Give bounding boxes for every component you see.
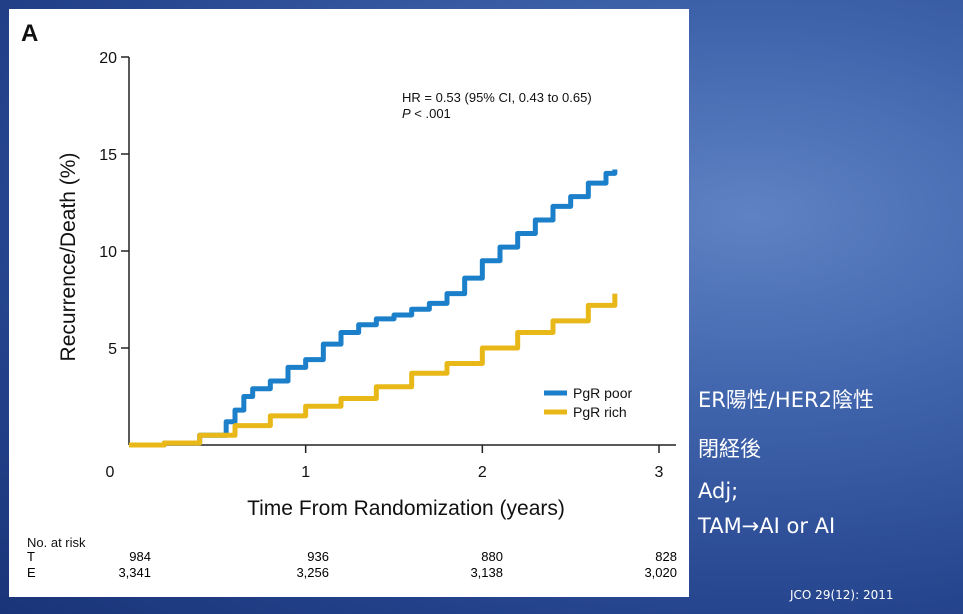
- y-tick-label: 15: [99, 147, 117, 164]
- hr-annotation: HR = 0.53 (95% CI, 0.43 to 0.65): [402, 90, 592, 105]
- risk-value: 936: [307, 549, 329, 564]
- x-axis-label: Time From Randomization (years): [247, 497, 565, 520]
- citation: JCO 29(12): 2011: [790, 588, 894, 602]
- risk-value: 3,256: [296, 565, 329, 580]
- risk-row-label: T: [27, 549, 35, 564]
- chart-figure: A Recurrence/Death (%) Time From Randomi…: [9, 9, 689, 597]
- legend-label: PgR rich: [573, 404, 627, 420]
- risk-table-title: No. at risk: [27, 535, 86, 550]
- p-value-annotation: P < .001: [402, 106, 451, 121]
- risk-value: 984: [129, 549, 151, 564]
- side-text-line-1: ER陽性/HER2陰性: [698, 388, 874, 412]
- survival-chart: A Recurrence/Death (%) Time From Randomi…: [21, 20, 676, 520]
- side-text-line-4: TAM→AI or AI: [698, 514, 836, 538]
- series-line-pgr-poor: [129, 169, 618, 448]
- y-tick-label: 20: [99, 50, 117, 67]
- p-label: P: [402, 106, 411, 121]
- y-tick-label: 5: [108, 341, 117, 358]
- series-layer: [129, 169, 618, 448]
- risk-value: 828: [655, 549, 677, 564]
- x-tick-label: 3: [655, 464, 664, 481]
- y-tick-label: 10: [99, 244, 117, 261]
- p-value: < .001: [411, 106, 451, 121]
- risk-row-e: E 3,341 3,256 3,138 3,020: [27, 565, 687, 581]
- x-tick-label: 0: [106, 464, 115, 481]
- series-line-pgr-rich: [129, 293, 618, 448]
- risk-value: 3,341: [118, 565, 151, 580]
- risk-value: 880: [481, 549, 503, 564]
- risk-value: 3,138: [470, 565, 503, 580]
- legend: PgR poor PgR rich: [544, 385, 632, 420]
- risk-value: 3,020: [644, 565, 677, 580]
- x-tick-label: 2: [478, 464, 487, 481]
- x-tick-label: 1: [301, 464, 310, 481]
- side-text-line-3: Adj;: [698, 479, 739, 503]
- ticks-layer: 0 1 2 3 5 10 15 20: [99, 50, 663, 481]
- panel-label: A: [21, 20, 38, 47]
- y-axis-label: Recurrence/Death (%): [57, 153, 80, 362]
- risk-row-t: T 984 936 880 828: [27, 549, 687, 565]
- risk-row-label: E: [27, 565, 36, 580]
- legend-label: PgR poor: [573, 385, 632, 401]
- side-text-line-2: 閉経後: [698, 437, 761, 461]
